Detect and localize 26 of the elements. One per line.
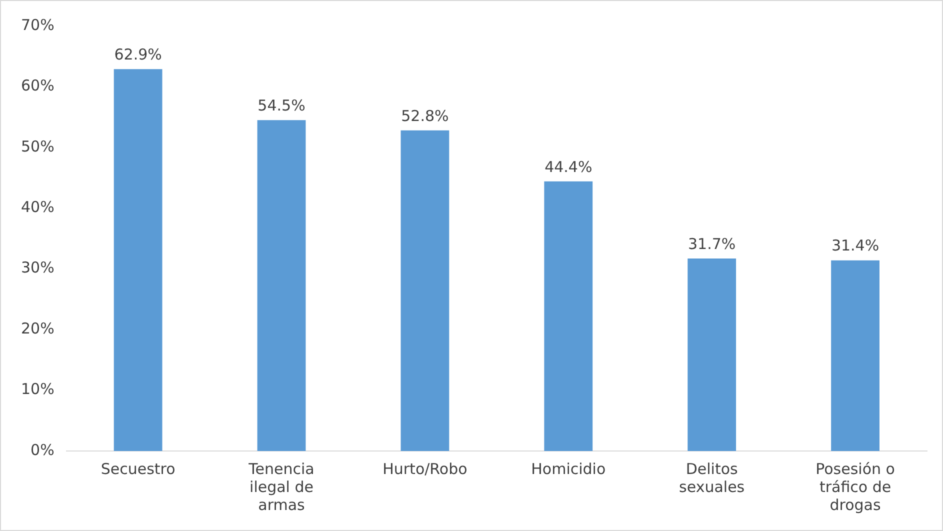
data-label: 52.8% — [401, 106, 449, 125]
y-tick-label: 0% — [30, 440, 54, 459]
data-label: 54.5% — [258, 96, 306, 114]
bar — [831, 260, 880, 451]
y-tick-label: 30% — [20, 258, 54, 277]
x-tick-label: Delitos sexuales — [679, 460, 745, 496]
x-tick-label: Homicidio — [531, 460, 606, 478]
x-tick-label: Hurto/Robo — [382, 460, 468, 478]
y-tick-label: 60% — [20, 76, 54, 95]
y-tick-label: 40% — [20, 198, 54, 216]
bar — [114, 69, 162, 451]
y-tick-label: 70% — [20, 16, 54, 34]
bar — [400, 130, 450, 451]
bar — [544, 181, 593, 451]
data-label: 31.4% — [831, 236, 880, 255]
bar — [257, 120, 306, 451]
bar — [688, 258, 736, 451]
data-label: 62.9% — [114, 46, 162, 64]
data-label: 31.7% — [688, 234, 736, 253]
x-tick-label: Secuestro — [100, 460, 176, 478]
x-tick-label: Tenencia ilegal de armas — [248, 460, 314, 514]
y-tick-label: 20% — [20, 319, 54, 338]
y-tick-label: 10% — [20, 380, 54, 398]
data-label: 44.4% — [544, 158, 592, 176]
y-tick-label: 50% — [20, 137, 54, 156]
x-tick-label: Posesión o tráfico de drogas — [816, 460, 895, 514]
